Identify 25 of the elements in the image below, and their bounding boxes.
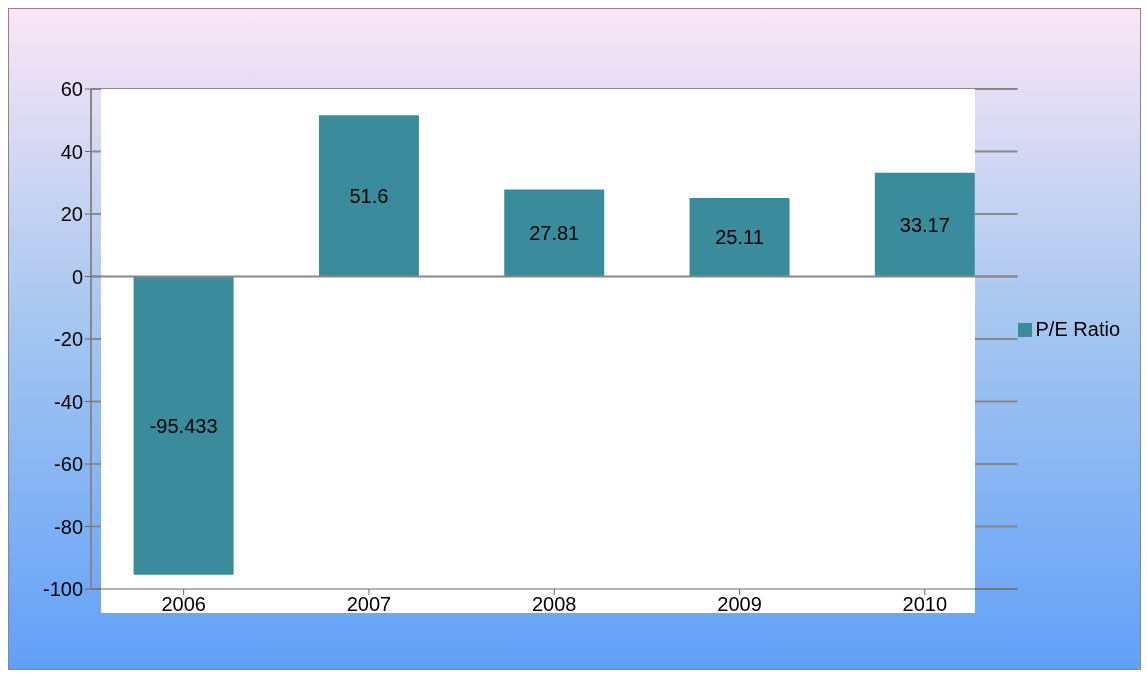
y-tick-label: -100 xyxy=(42,578,83,601)
x-tick-label: 2010 xyxy=(902,593,948,616)
y-tick-label: 20 xyxy=(60,203,83,226)
x-tick-label: 2007 xyxy=(346,593,392,616)
y-tick-label: -60 xyxy=(54,453,83,476)
y-tick-label: -40 xyxy=(54,390,83,413)
data-label: -95.433 xyxy=(149,414,218,437)
legend-label: P/E Ratio xyxy=(1035,317,1120,340)
x-tick-label: 2008 xyxy=(532,593,577,616)
y-tick-label: 40 xyxy=(60,140,83,163)
bar xyxy=(689,198,790,277)
bar xyxy=(504,189,605,277)
data-label: 33.17 xyxy=(899,213,950,236)
x-tick-label: 2009 xyxy=(717,593,762,616)
data-label: 51.6 xyxy=(349,184,389,207)
y-tick-label: 0 xyxy=(71,265,83,288)
bar xyxy=(874,172,975,277)
y-tick-label: 60 xyxy=(60,78,83,101)
bar xyxy=(318,115,419,277)
y-tick-label: -20 xyxy=(54,328,83,351)
bar xyxy=(133,276,234,575)
y-tick-label: -80 xyxy=(54,515,83,538)
x-tick-label: 2006 xyxy=(161,593,206,616)
data-label: 25.11 xyxy=(715,226,764,249)
data-label: 27.81 xyxy=(529,222,580,245)
